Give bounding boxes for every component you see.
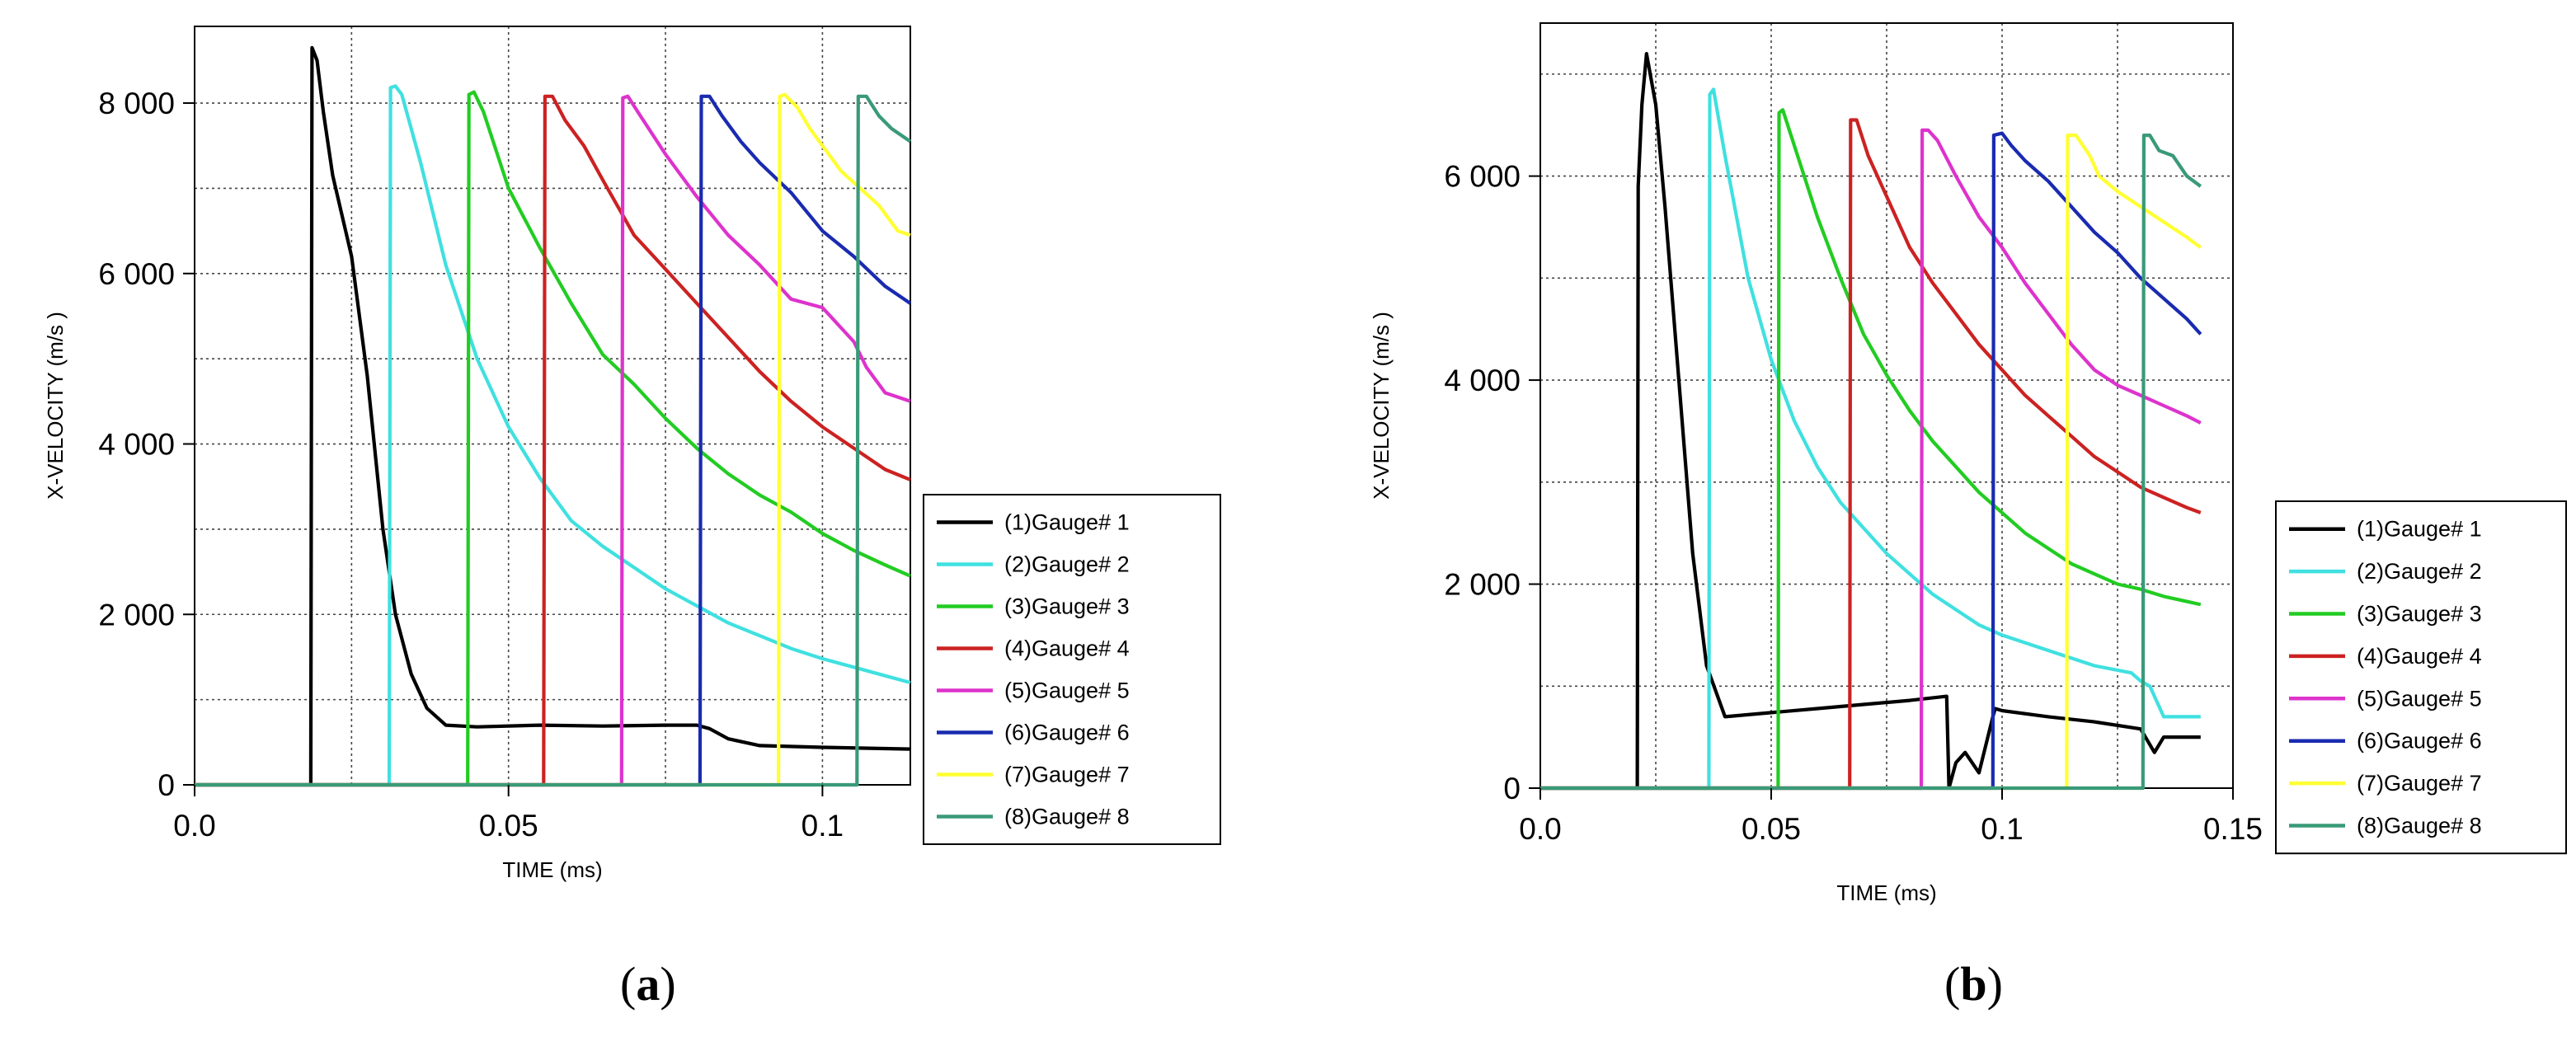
chart-b-series-group — [1540, 51, 2202, 791]
chart-a-legend-label-6: (6)Gauge# 6 — [1004, 721, 1130, 745]
chart-a-legend-label-8: (8)Gauge# 8 — [1004, 805, 1130, 829]
chart-a-legend-label-3: (3)Gauge# 3 — [1004, 594, 1130, 619]
chart-a-series-line-5 — [195, 94, 911, 787]
chart-a-legend-label-2: (2)Gauge# 2 — [1004, 552, 1130, 577]
chart-a-series-line-2 — [195, 84, 911, 787]
chart-b-series-line-6 — [1540, 131, 2202, 791]
chart-a-ytick-label: 8 000 — [98, 87, 175, 120]
chart-b-xtick-label: 0.1 — [1981, 812, 2023, 846]
chart-a-series-group — [195, 45, 912, 787]
chart-b-axes: 0.0 0.05 0.1 0.15 0 2 000 4 000 6 000 — [1444, 160, 2263, 846]
chart-b-series-line-2 — [1540, 87, 2201, 791]
chart-b-xtick-label: 0.0 — [1519, 812, 1561, 846]
chart-b-series-line-1 — [1540, 51, 2201, 791]
chart-a-legend-label-1: (1)Gauge# 1 — [1004, 510, 1130, 535]
chart-a-series-line-3 — [195, 90, 911, 787]
chart-a-xlabel: TIME (ms) — [502, 857, 602, 882]
chart-b-legend: (1)Gauge# 1 (2)Gauge# 2 (3)Gauge# 3 (4)Gaug… — [2275, 500, 2567, 855]
chart-a: 0.0 0.05 0.1 0 2 000 4 000 6 000 8 000 TIME (ms)… — [43, 26, 1221, 882]
chart-a-plot-frame — [194, 26, 911, 786]
chart-b-grid — [1540, 23, 2233, 788]
chart-a-legend-label-4: (4)Gauge# 4 — [1004, 636, 1130, 661]
chart-a-series-line-7 — [195, 92, 911, 787]
chart-a-legend-label-7: (7)Gauge# 7 — [1004, 763, 1130, 787]
chart-b-legend-box — [2275, 500, 2567, 855]
chart-b-legend-label-4: (4)Gauge# 4 — [2357, 644, 2482, 669]
chart-a-ytick-label: 4 000 — [98, 428, 175, 462]
chart-a-legend: (1)Gauge# 1 (2)Gauge# 2 (3)Gauge# 3 (4)Gaug… — [923, 494, 1221, 845]
chart-b-xtick-label: 0.05 — [1742, 812, 1801, 846]
chart-a-ytick-label: 2 000 — [98, 598, 175, 631]
chart-b-series-line-5 — [1540, 128, 2202, 791]
chart-b-legend-label-1: (1)Gauge# 1 — [2357, 517, 2482, 542]
chart-b-legend-label-2: (2)Gauge# 2 — [2357, 559, 2482, 584]
chart-b-legend-label-7: (7)Gauge# 7 — [2357, 771, 2482, 796]
chart-a-axes: 0.0 0.05 0.1 0 2 000 4 000 6 000 8 000 — [98, 87, 844, 843]
chart-b: 0.0 0.05 0.1 0.15 0 2 000 4 000 6 000 TIME (ms) X… — [1369, 22, 2567, 905]
chart-b-ylabel: X-VELOCITY (m/s ) — [1369, 312, 1394, 500]
chart-a-series-line-4 — [195, 94, 911, 787]
chart-b-series-line-4 — [1540, 118, 2202, 791]
chart-a-series-line-6 — [195, 94, 912, 787]
chart-a-legend-label-5: (5)Gauge# 5 — [1004, 678, 1130, 703]
chart-b-ytick-label: 2 000 — [1444, 568, 1521, 602]
chart-b-legend-label-5: (5)Gauge# 5 — [2357, 686, 2482, 711]
chart-a-series-line-8 — [195, 94, 912, 787]
chart-a-xtick-label: 0.1 — [801, 809, 844, 843]
chart-a-xtick-label: 0.0 — [173, 809, 215, 843]
chart-b-ytick-label: 6 000 — [1444, 160, 1521, 194]
chart-b-ytick-label: 4 000 — [1444, 364, 1521, 397]
chart-b-xtick-label: 0.15 — [2203, 812, 2263, 846]
chart-b-series-line-3 — [1540, 108, 2202, 791]
chart-a-legend-box — [923, 494, 1221, 845]
chart-b-series-line-7 — [1540, 134, 2202, 791]
chart-a-ylabel: X-VELOCITY (m/s ) — [43, 312, 68, 500]
chart-a-xtick-label: 0.05 — [479, 809, 538, 843]
chart-a-series-line-1 — [195, 45, 911, 787]
chart-b-legend-label-3: (3)Gauge# 3 — [2357, 602, 2482, 627]
chart-b-xlabel: TIME (ms) — [1836, 880, 1936, 905]
chart-a-grid — [195, 26, 910, 785]
chart-b-legend-label-8: (8)Gauge# 8 — [2357, 814, 2482, 838]
chart-b-legend-label-6: (6)Gauge# 6 — [2357, 729, 2482, 754]
chart-a-ytick-label: 0 — [157, 768, 175, 802]
panel-label-b: (b) — [1944, 957, 2003, 1011]
panel-label-a: (a) — [620, 957, 676, 1011]
chart-a-ytick-label: 6 000 — [98, 257, 175, 291]
chart-b-series-line-8 — [1540, 134, 2202, 791]
chart-b-ytick-label: 0 — [1503, 772, 1521, 805]
